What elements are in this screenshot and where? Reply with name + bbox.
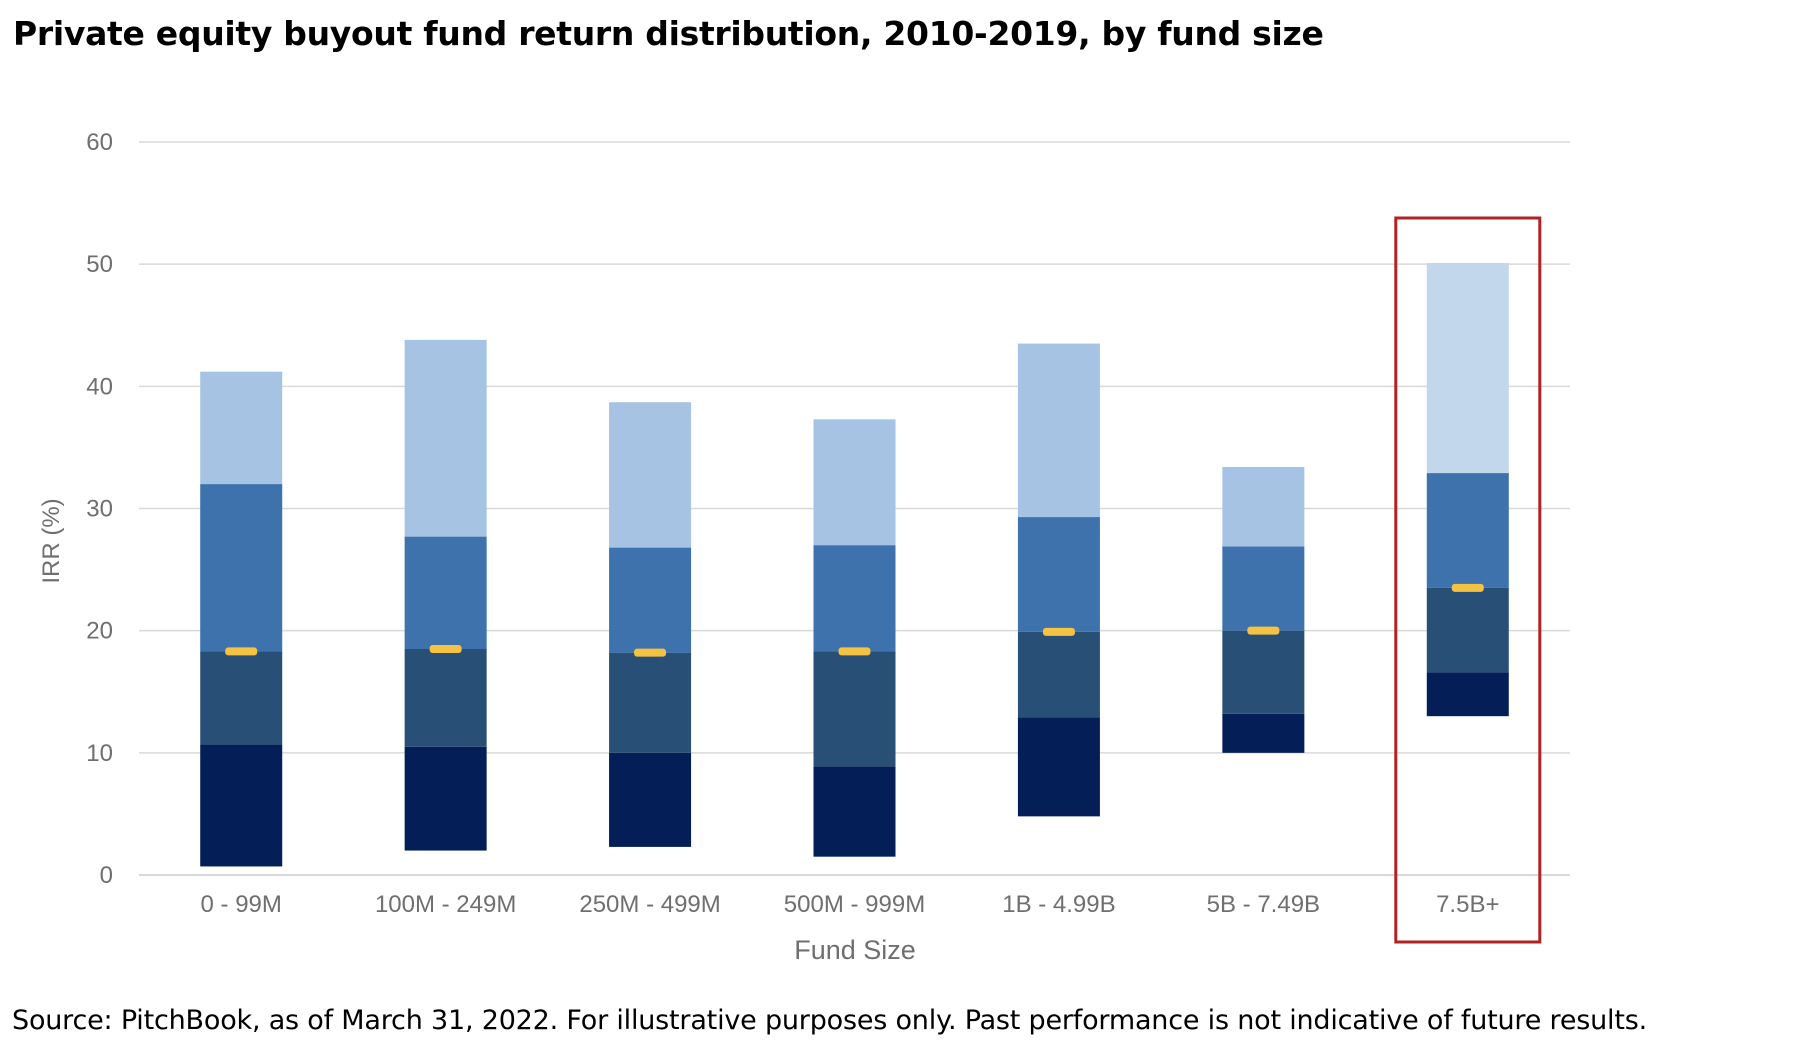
bar-segment-upper-mid <box>1222 546 1305 631</box>
bar-segment-lower-mid <box>1017 631 1100 718</box>
bar-segment-top <box>609 402 692 548</box>
bar-segment-top <box>404 339 487 537</box>
y-tick-label: 60 <box>86 129 113 156</box>
bar-segment-top <box>1426 262 1509 474</box>
x-tick-label: 7.5B+ <box>1436 891 1499 918</box>
bar-segment-top <box>813 419 896 546</box>
bar-segment-upper-mid <box>609 547 692 653</box>
y-axis-tick-labels: 0 10 20 30 40 50 60 <box>86 129 113 889</box>
median-marker <box>1042 627 1075 636</box>
median-marker <box>429 644 462 653</box>
median-marker <box>634 648 667 657</box>
y-tick-label: 50 <box>86 251 113 278</box>
median-marker <box>1451 583 1484 592</box>
chart: 0 10 20 30 40 50 60 0 - 99M 100M - 249M 250M - 4… <box>38 129 1570 965</box>
x-axis-label: Fund Size <box>794 935 916 965</box>
bar-segment-upper-mid <box>1426 473 1509 588</box>
bar-segment-upper-mid <box>1017 517 1100 632</box>
bar-segment-top <box>1222 466 1305 547</box>
bar-segment-lower-mid <box>1222 630 1305 714</box>
bar-segment-upper-mid <box>200 484 283 652</box>
bar-segment-bottom <box>1426 672 1509 717</box>
bar-segment-upper-mid <box>813 545 896 652</box>
y-axis-label: IRR (%) <box>38 498 65 583</box>
median-marker <box>225 647 258 656</box>
bar-segment-top <box>200 371 283 485</box>
chart-title: Private equity buyout fund return distri… <box>13 14 1324 53</box>
y-tick-label: 10 <box>86 740 113 767</box>
bar-segment-bottom <box>200 744 283 867</box>
bar-segment-bottom <box>1222 713 1305 753</box>
x-tick-label: 1B - 4.99B <box>1002 891 1115 918</box>
bar-segment-lower-mid <box>200 651 283 745</box>
bar-segment-upper-mid <box>404 536 487 649</box>
x-tick-label: 5B - 7.49B <box>1207 891 1320 918</box>
bar-segment-bottom <box>609 752 692 847</box>
y-tick-label: 20 <box>86 618 113 645</box>
bar-segment-lower-mid <box>609 652 692 753</box>
bar-segment-lower-mid <box>1426 587 1509 673</box>
bar-segment-lower-mid <box>813 651 896 767</box>
y-tick-label: 40 <box>86 373 113 400</box>
bar-segment-bottom <box>813 766 896 857</box>
median-marker <box>1247 626 1280 635</box>
bar-segment-bottom <box>1017 717 1100 817</box>
bars <box>200 262 1509 867</box>
x-axis-tick-labels: 0 - 99M 100M - 249M 250M - 499M 500M - 999M… <box>201 891 1500 918</box>
x-tick-label: 250M - 499M <box>579 891 720 918</box>
median-marker <box>838 647 871 656</box>
x-tick-label: 500M - 999M <box>784 891 925 918</box>
bar-segment-bottom <box>404 746 487 851</box>
x-tick-label: 0 - 99M <box>201 891 282 918</box>
x-tick-label: 100M - 249M <box>375 891 516 918</box>
highlight-box <box>1394 216 1542 944</box>
bar-segment-top <box>1017 343 1100 518</box>
bar-segment-lower-mid <box>404 648 487 747</box>
y-tick-label: 0 <box>100 862 113 889</box>
source-note: Source: PitchBook, as of March 31, 2022.… <box>12 1005 1647 1036</box>
y-tick-label: 30 <box>86 496 113 523</box>
